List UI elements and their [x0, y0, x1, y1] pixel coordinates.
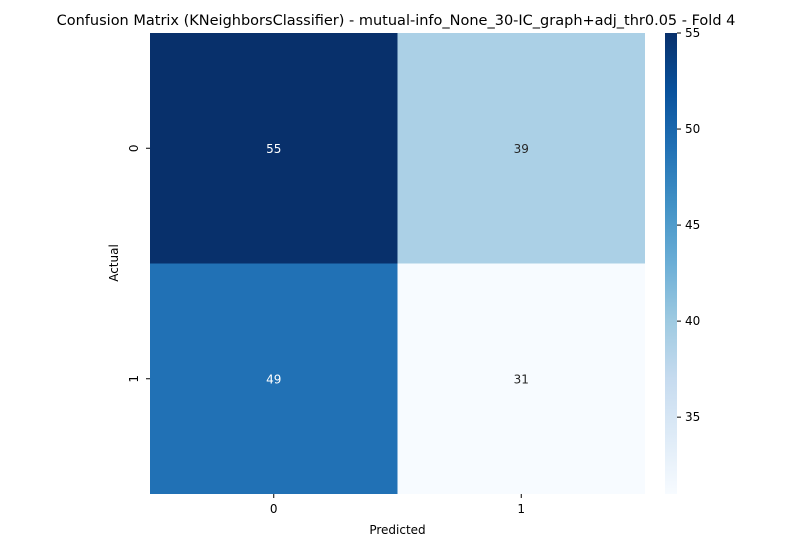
colorbar-ticks: 35 40 45 50 55 [677, 26, 700, 424]
x-tick-label-0: 0 [270, 502, 278, 516]
cell-annotation-0-1: 39 [514, 142, 529, 156]
cell-annotation-1-1: 31 [514, 372, 529, 386]
cell-annotation-1-0: 49 [266, 372, 281, 386]
x-tick-label-1: 1 [517, 502, 525, 516]
heatmap-cells [150, 33, 645, 494]
colorbar-tick-label-0: 35 [685, 410, 700, 424]
cell-annotation-0-0: 55 [266, 142, 281, 156]
heatmap-cell-1-0 [150, 263, 398, 494]
heatmap-cell-1-1 [397, 263, 645, 494]
x-axis-label: Predicted [369, 523, 425, 537]
colorbar-tick-label-1: 40 [685, 314, 700, 328]
colorbar-tick-label-4: 55 [685, 26, 700, 40]
colorbar-tick-label-2: 45 [685, 218, 700, 232]
colorbar [665, 33, 677, 494]
y-tick-label-0: 0 [127, 144, 141, 152]
heatmap-cell-0-1 [397, 33, 645, 264]
colorbar-tick-label-3: 50 [685, 122, 700, 136]
y-axis-label: Actual [107, 244, 121, 282]
chart-title: Confusion Matrix (KNeighborsClassifier) … [57, 13, 736, 29]
y-tick-label-1: 1 [127, 375, 141, 383]
y-axis-ticks: 01 [127, 144, 150, 383]
heatmap-cell-0-0 [150, 33, 398, 264]
cell-annotations: 55 39 49 31 [266, 142, 529, 387]
